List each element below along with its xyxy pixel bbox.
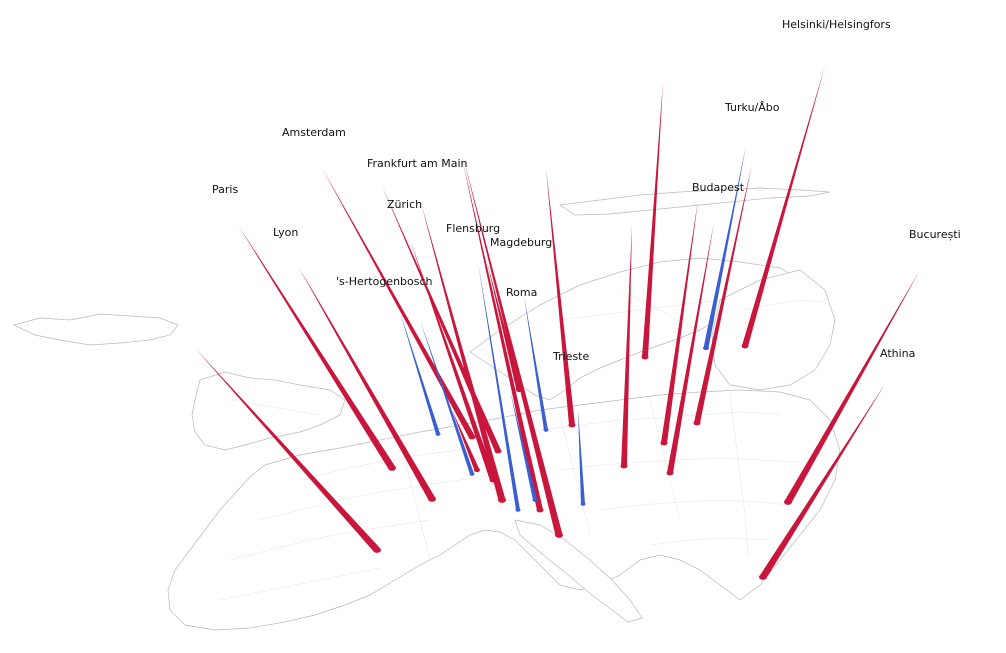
spike-red-18[interactable] [784, 270, 920, 504]
label-flensburg: Flensburg [446, 222, 500, 235]
spike-base-23 [515, 508, 521, 512]
spike-layer [195, 66, 920, 580]
spike-base-16 [693, 420, 701, 426]
spike-red-12[interactable] [621, 225, 632, 467]
spike-base-25 [543, 428, 549, 432]
label-amsterdam: Amsterdam [282, 126, 346, 139]
label-hertogenbosch: 's-Hertogenbosch [336, 275, 433, 288]
spike-base-22 [469, 472, 475, 476]
spike-blue-24[interactable] [510, 390, 537, 501]
spike-red-9[interactable] [464, 160, 563, 536]
spike-base-13 [641, 354, 649, 360]
spike-base-12 [620, 463, 628, 469]
spike-base-20 [474, 467, 480, 473]
spike-base-8 [536, 507, 544, 513]
basemap [12, 187, 841, 631]
label-magdeburg: Magdeburg [490, 236, 552, 249]
spike-base-6 [498, 497, 506, 503]
label-turku: Turku/Åbo [724, 101, 780, 114]
spike-red-17[interactable] [742, 66, 825, 347]
spike-blue-23[interactable] [478, 262, 520, 511]
spike-base-19 [759, 574, 767, 580]
label-roma: Roma [506, 286, 537, 299]
spike-red-16[interactable] [694, 164, 752, 424]
spike-base-2 [388, 465, 396, 471]
spike-base-27 [703, 345, 709, 351]
label-frankfurt: Frankfurt am Main [367, 157, 468, 170]
label-trieste: Trieste [552, 350, 589, 363]
landmass-british-isles [191, 371, 346, 451]
city-labels: Helsinki/Helsingfors Turku/Åbo Amsterdam… [212, 18, 961, 363]
spike-blue-22[interactable] [420, 320, 474, 475]
spike-base-5 [494, 448, 502, 454]
spike-red-10[interactable] [487, 262, 522, 391]
spike-base-11 [568, 422, 576, 428]
spike-red-13[interactable] [642, 82, 663, 358]
landmass-finland-baltics [711, 269, 836, 391]
label-athina: Athina [880, 347, 915, 360]
spike-red-3[interactable] [298, 266, 436, 501]
spike-red-7[interactable] [410, 240, 496, 481]
landmass-arctic-coast [559, 187, 831, 216]
spike-red-2[interactable] [238, 225, 395, 470]
spike-base-26 [580, 502, 586, 506]
spike-red-20[interactable] [452, 410, 480, 471]
spike-red-14[interactable] [661, 200, 698, 444]
spike-base-9 [555, 532, 563, 538]
spike-red-8[interactable] [462, 158, 543, 511]
spike-red-6[interactable] [421, 203, 506, 501]
label-budapest: Budapest [692, 181, 745, 194]
spike-base-7 [489, 477, 497, 483]
spike-base-24 [532, 498, 538, 502]
spike-base-17 [741, 343, 749, 349]
label-paris: Paris [212, 183, 238, 196]
spike-base-3 [428, 496, 436, 502]
spike-blue-21[interactable] [400, 312, 440, 435]
spike-red-19[interactable] [760, 384, 885, 579]
spike-red-4[interactable] [322, 168, 475, 439]
label-lyon: Lyon [273, 226, 298, 239]
label-helsinki: Helsinki/Helsingfors [782, 18, 891, 31]
spike-red-11[interactable] [546, 168, 575, 426]
landmass-iceland [12, 313, 179, 346]
spike-blue-25[interactable] [524, 296, 548, 431]
spike-red-15[interactable] [667, 222, 714, 474]
spike-base-4 [468, 434, 476, 440]
spike-base-10 [516, 387, 522, 393]
label-bucuresti: București [909, 228, 961, 241]
spike-base-1 [373, 547, 381, 553]
spike-base-18 [784, 499, 792, 505]
spike-base-15 [666, 470, 674, 476]
spike-blue-26[interactable] [578, 410, 585, 505]
spike-blue-27[interactable] [703, 146, 746, 349]
label-zurich: Zürich [387, 198, 422, 211]
spike-base-14 [660, 440, 668, 446]
spike-red-1[interactable] [195, 348, 380, 553]
landmass-italy [514, 519, 643, 623]
spike-base-21 [435, 432, 441, 436]
